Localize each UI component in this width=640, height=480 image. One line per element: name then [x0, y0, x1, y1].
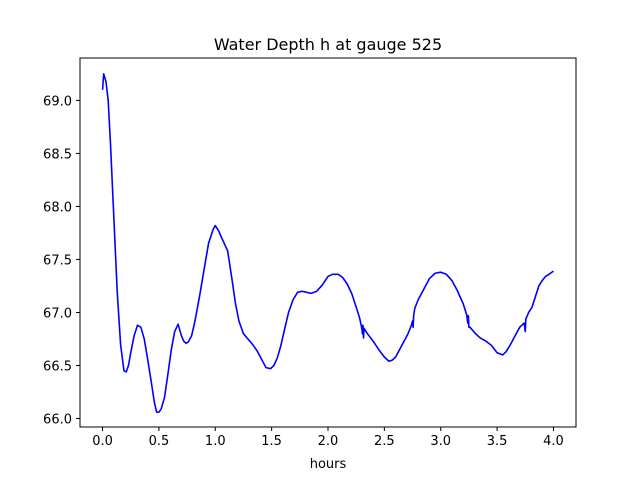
series-line: [101, 73, 554, 413]
x-tick-label: 1.5: [261, 434, 282, 449]
plot-area: [80, 58, 576, 427]
y-tick-label: 68.5: [43, 147, 72, 162]
x-tick-label: 2.5: [374, 434, 395, 449]
plot-frame: [79, 57, 577, 428]
x-tick-label: 1.0: [205, 434, 226, 449]
x-axis-label: hours: [310, 457, 347, 472]
y-tick-label: 67.0: [43, 306, 72, 321]
x-tick-label: 3.0: [430, 434, 451, 449]
x-tick-label: 2.0: [318, 434, 339, 449]
x-axis-ticks: 0.0 0.5 1.0 1.5 2.0 2.5 3.0 3.5 4.0: [92, 427, 564, 449]
chart-title: Water Depth h at gauge 525: [214, 35, 442, 54]
x-tick-label: 0.0: [92, 434, 113, 449]
y-tick-label: 68.0: [43, 200, 72, 215]
y-tick-label: 69.0: [43, 94, 72, 109]
y-tick-label: 67.5: [43, 253, 72, 268]
x-tick-label: 3.5: [487, 434, 508, 449]
series-layer: [101, 73, 554, 413]
y-tick-label: 66.0: [43, 413, 72, 428]
x-tick-label: 0.5: [149, 434, 170, 449]
y-tick-label: 66.5: [43, 360, 72, 375]
x-tick-label: 4.0: [543, 434, 564, 449]
y-axis-ticks: 66.0 66.5 67.0 67.5 68.0 68.5 69.0: [43, 94, 80, 428]
